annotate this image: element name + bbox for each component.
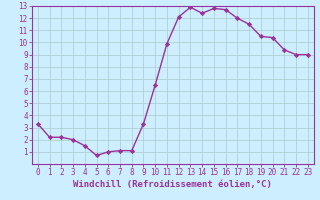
X-axis label: Windchill (Refroidissement éolien,°C): Windchill (Refroidissement éolien,°C) [73,180,272,189]
